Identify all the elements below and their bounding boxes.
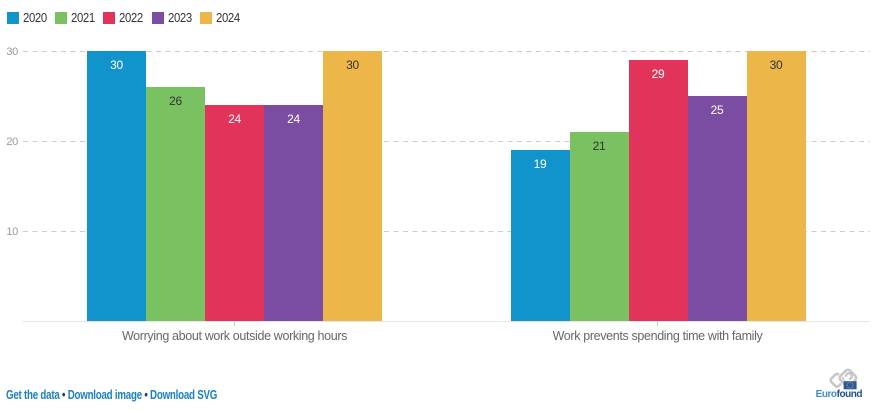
svg-text:Eurofound: Eurofound: [816, 389, 863, 400]
